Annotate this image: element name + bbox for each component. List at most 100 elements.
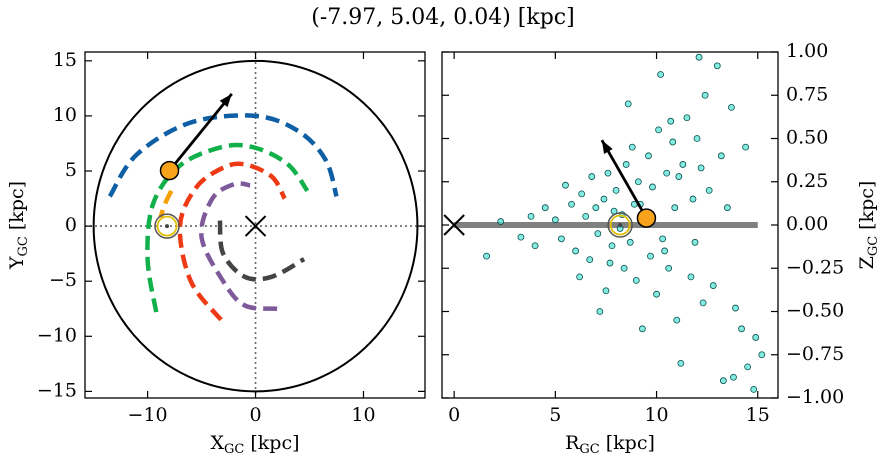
y-tick-label: −10	[37, 324, 77, 346]
star-point	[744, 363, 752, 371]
star-point	[705, 186, 713, 194]
x-tick-label: 0	[448, 404, 460, 426]
star-point	[693, 135, 701, 142]
arrow-head	[601, 140, 613, 154]
star-point	[750, 385, 758, 393]
axis-label-sub: GC	[866, 236, 881, 256]
star-point	[713, 62, 721, 70]
star-point	[517, 233, 525, 241]
plot-area	[85, 52, 425, 398]
star-point	[558, 235, 565, 243]
star-point	[697, 164, 705, 172]
star-point	[689, 195, 697, 203]
star-point	[683, 114, 691, 122]
axis-label: ZGC [kpc]	[856, 181, 881, 270]
y-tick-label: −0.50	[786, 300, 844, 322]
star-point	[699, 299, 707, 307]
plot-area	[454, 53, 766, 393]
star-point	[572, 247, 579, 255]
spiral-arm	[217, 220, 306, 282]
y-tick-label: 0.50	[786, 127, 828, 149]
star-point	[691, 238, 699, 246]
star-point	[632, 276, 640, 284]
star-point	[661, 247, 669, 255]
star-point	[551, 216, 559, 224]
star-point	[483, 252, 490, 260]
star-point	[719, 377, 727, 385]
star-point	[752, 334, 760, 341]
star-point	[647, 252, 654, 260]
star-point	[673, 316, 681, 324]
star-point	[659, 235, 667, 243]
x-tick-label: 0	[249, 404, 261, 426]
sun-symbol-dot	[618, 223, 623, 227]
axis-label: RGC [kpc]	[565, 432, 655, 457]
star-point	[701, 91, 709, 99]
star-point	[677, 359, 685, 367]
star-point	[687, 273, 695, 281]
y-tick-label: 0	[65, 214, 77, 236]
axis-label-unit: [kpc]	[856, 181, 878, 230]
axis-label-main: Z	[856, 256, 878, 269]
axis-label: XGC [kpc]	[210, 432, 299, 457]
star-point	[655, 126, 662, 134]
star-point	[679, 161, 687, 168]
star-point	[562, 181, 569, 189]
y-tick-label: 1.00	[786, 40, 828, 62]
star-point	[738, 325, 745, 333]
star-point	[758, 351, 766, 359]
star-point	[568, 200, 575, 208]
axis-label-unit: [kpc]	[606, 432, 655, 454]
star-point	[622, 161, 630, 168]
star-point	[497, 218, 505, 225]
star-point	[663, 169, 671, 177]
star-point	[594, 230, 602, 238]
star-point	[531, 242, 539, 250]
figure-title: (-7.97, 5.04, 0.04) [kpc]	[311, 5, 574, 30]
star-point	[653, 290, 660, 298]
star-point	[626, 238, 634, 246]
y-tick-label: 0.00	[786, 213, 828, 235]
star-point	[608, 242, 616, 250]
star-point	[582, 212, 590, 220]
y-tick-label: 10	[53, 104, 77, 126]
y-tick-label: −0.75	[786, 343, 844, 365]
position-marker	[636, 208, 657, 228]
arrow-shaft	[600, 139, 648, 219]
y-tick-label: −5	[49, 269, 77, 291]
star-point	[600, 195, 608, 203]
star-point	[667, 117, 675, 125]
star-point	[606, 259, 614, 267]
sun-symbol-ring	[156, 215, 178, 237]
star-point	[728, 103, 735, 111]
y-tick-label: 0.25	[786, 170, 828, 192]
star-point	[675, 173, 683, 180]
spiral-arm	[107, 113, 339, 198]
star-point	[717, 152, 725, 160]
axis-label: YGC [kpc]	[6, 181, 31, 270]
star-point	[669, 138, 677, 146]
sun-symbol-dot	[165, 224, 170, 229]
axis-label-main: R	[565, 432, 580, 454]
star-point	[602, 287, 610, 295]
star-point	[588, 173, 596, 180]
star-point	[709, 282, 717, 289]
star-point	[638, 325, 646, 333]
y-tick-label: −0.25	[786, 256, 844, 278]
star-point	[671, 204, 679, 212]
star-point	[527, 212, 535, 220]
star-point	[596, 308, 604, 315]
y-tick-label: 0.75	[786, 83, 828, 105]
x-tick-label: 10	[644, 404, 668, 426]
x-tick-label: 5	[549, 404, 561, 426]
star-point	[604, 169, 612, 177]
axis-label-sub: GC	[224, 442, 244, 457]
axis-label-main: Y	[6, 256, 28, 270]
arrow-shaft	[168, 92, 233, 172]
galactic-center	[244, 215, 267, 237]
star-point	[541, 204, 549, 212]
spiral-arm	[177, 161, 287, 322]
star-point	[695, 53, 703, 61]
x-tick-label: 10	[351, 404, 375, 426]
star-point	[578, 190, 586, 198]
